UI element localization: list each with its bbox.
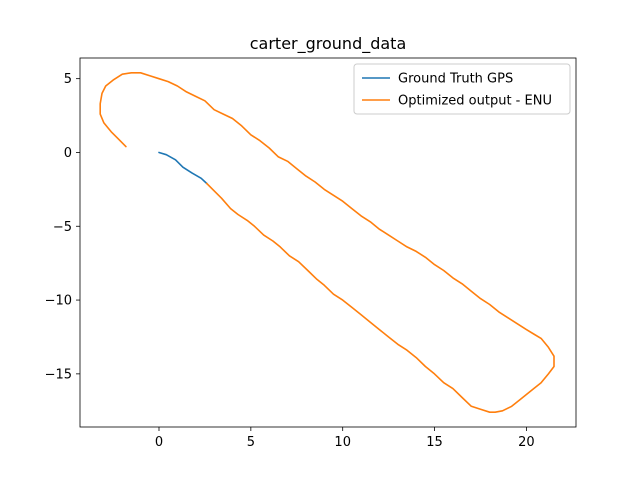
y-tick-label: −5 (53, 220, 72, 235)
series-line-1 (99, 72, 555, 414)
series-line-0 (158, 151, 208, 185)
x-ticks: 0 5 10 15 20 (155, 427, 535, 450)
axes-frame (79, 57, 577, 428)
legend-box (353, 63, 571, 115)
x-tick-label: 15 (426, 435, 443, 450)
y-tick-label: 0 (64, 146, 72, 161)
x-tick-label: 20 (518, 435, 535, 450)
y-tick-label: −15 (45, 367, 72, 382)
x-tick-label: 0 (155, 435, 163, 450)
x-tick-label: 5 (247, 435, 255, 450)
legend: Ground Truth GPS Optimized output - ENU (353, 63, 571, 115)
y-tick-label: −10 (45, 294, 72, 309)
y-ticks: 5 0 −5 −10 −15 (45, 72, 80, 382)
x-tick-label: 10 (334, 435, 351, 450)
chart-title: carter_ground_data (250, 34, 407, 54)
legend-label-1: Optimized output - ENU (398, 94, 552, 109)
legend-label-0: Ground Truth GPS (398, 72, 513, 87)
y-tick-label: 5 (64, 72, 72, 87)
series-layer (99, 72, 555, 414)
